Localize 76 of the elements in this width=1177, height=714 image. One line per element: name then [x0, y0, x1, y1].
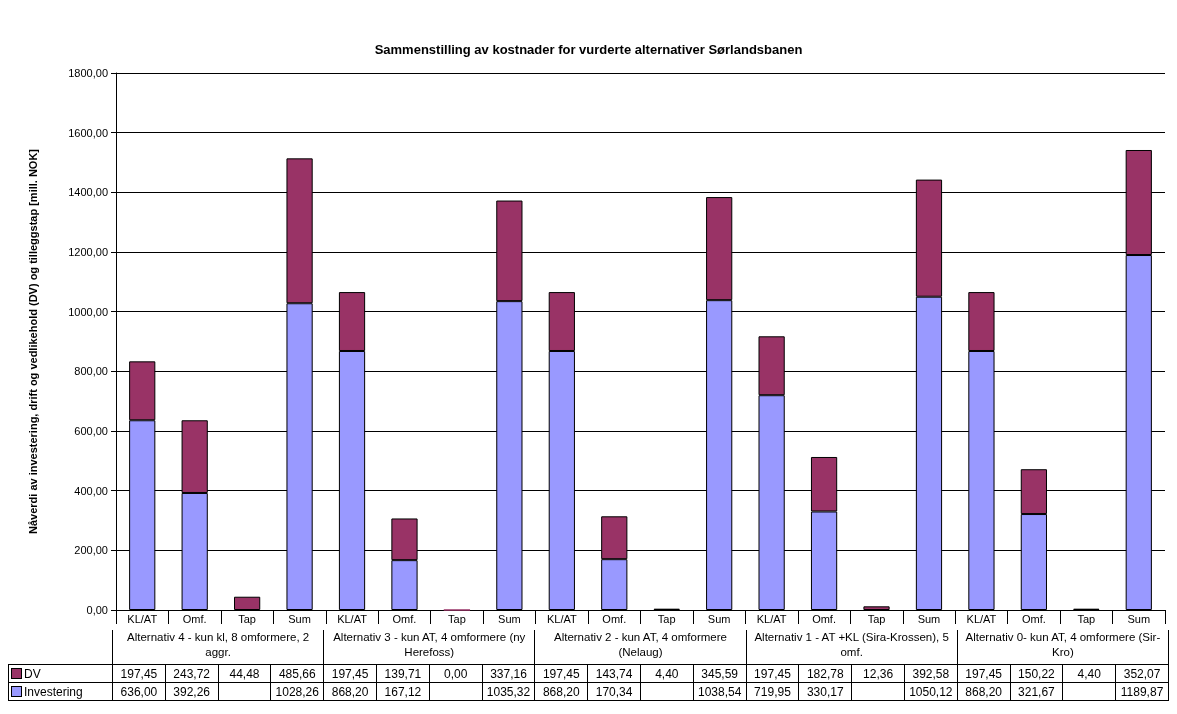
y-tick-label: 200,00	[74, 544, 108, 557]
text: Alternativ 0- kun AT, 4 omformere (Sir-Kro)	[957, 630, 1169, 665]
x-tick-label: Sum	[707, 612, 731, 625]
x-tick-label: KL/AT	[337, 612, 368, 625]
data-label: 197,45	[112, 664, 166, 683]
data-label: 12,36	[851, 664, 905, 683]
data-label: 4,40	[1062, 664, 1116, 683]
data-label: 337,16	[482, 664, 535, 683]
y-tick-label: 0,00	[86, 604, 108, 616]
y-axis-title: Nåverdi av investering, drift og vedlikehold (DV) og tilleggstap [mill. NOK]	[26, 148, 39, 535]
data-label: 1050,12	[904, 682, 958, 701]
x-tick-label: Sum	[498, 612, 521, 625]
x-tick-label: Tap	[657, 612, 676, 625]
x-tick-label: Sum	[917, 612, 941, 625]
data-label: 4,40	[640, 664, 694, 683]
x-tick-label: KL/AT	[127, 612, 158, 625]
x-tick-label: Tap	[1077, 612, 1096, 625]
data-label: 1189,87	[1115, 682, 1169, 701]
x-tick-label: Tap	[238, 612, 256, 625]
data-label: 1028,26	[270, 682, 324, 701]
bar	[863, 606, 890, 610]
data-label: 44,48	[218, 664, 271, 683]
x-tick-label: Omf.	[182, 612, 207, 625]
data-label: 0,00	[429, 664, 483, 683]
chart-title: Sammenstilling av kostnader for vurderte alternativer Sørlandsbanen	[374, 42, 803, 57]
x-tick-label: Omf.	[602, 612, 627, 625]
y-tick-label: 1600,00	[68, 126, 108, 139]
x-tick-label: Sum	[288, 612, 311, 625]
data-label: 150,22	[1010, 664, 1063, 683]
data-label: 243,72	[165, 664, 219, 683]
y-tick-label: 800,00	[74, 365, 108, 378]
y-tick-label: 1800,00	[68, 67, 108, 79]
x-tick-label: Omf.	[1021, 612, 1046, 625]
data-label: 636,00	[112, 682, 166, 701]
bar	[234, 596, 261, 610]
x-tick-label: Omf.	[392, 612, 417, 625]
x-tick-label: KL/AT	[966, 612, 997, 625]
data-label: 170,34	[587, 682, 641, 701]
data-label: 1035,32	[482, 682, 535, 701]
data-label: 868,20	[534, 682, 588, 701]
data-label: 1038,54	[693, 682, 747, 701]
data-label: 197,45	[323, 664, 377, 683]
data-label: 139,71	[376, 664, 430, 683]
y-tick-label: 1400,00	[68, 186, 108, 199]
data-label: 197,45	[534, 664, 588, 683]
data-label: 197,45	[746, 664, 799, 683]
data-label: 352,07	[1115, 664, 1169, 683]
data-label: 143,74	[587, 664, 641, 683]
data-label: 321,67	[1010, 682, 1063, 701]
data-label: 345,59	[693, 664, 747, 683]
x-tick-label: Tap	[448, 612, 466, 625]
data-label: 167,12	[376, 682, 430, 701]
data-label: 330,17	[798, 682, 852, 701]
y-tick-label: 600,00	[74, 425, 108, 437]
y-tick-label: 400,00	[74, 484, 108, 497]
y-tick-label: 1000,00	[68, 305, 108, 318]
text: Alternativ 1 - AT +KL (Sira-Krossen), 5 omf.	[746, 630, 958, 665]
x-tick-label: Sum	[1127, 612, 1151, 625]
data-label: 197,45	[957, 664, 1011, 683]
x-tick-label: Tap	[867, 612, 886, 625]
text: Alternativ 3 - kun AT, 4 omformere (ny Herefoss)	[323, 630, 535, 665]
data-label: 392,26	[165, 682, 219, 701]
data-label: 868,20	[957, 682, 1011, 701]
text: Alternativ 2 - kun AT, 4 omformere (Nelaug)	[534, 630, 747, 665]
legend-label: DV	[24, 666, 41, 681]
x-tick-label: KL/AT	[756, 612, 787, 625]
y-tick-label: 1200,00	[68, 246, 108, 258]
data-label: 182,78	[798, 664, 852, 683]
legend-label: Investering	[24, 684, 83, 699]
x-tick-label: Omf.	[812, 612, 836, 625]
data-label: 392,58	[904, 664, 958, 683]
text: Alternativ 4 - kun kl, 8 omformere, 2 aggr.	[112, 630, 324, 665]
data-label: 868,20	[323, 682, 377, 701]
x-tick-label: KL/AT	[546, 612, 577, 625]
data-label: 485,66	[270, 664, 324, 683]
data-label: 719,95	[746, 682, 799, 701]
